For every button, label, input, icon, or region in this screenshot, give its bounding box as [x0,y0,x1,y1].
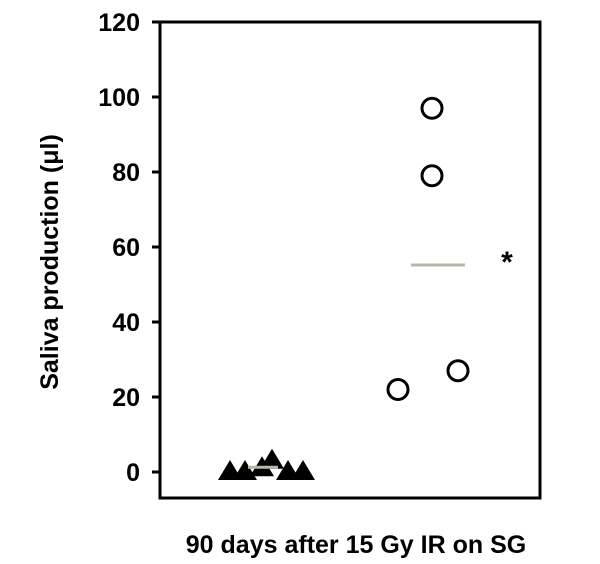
y-tick-label: 0 [126,459,140,487]
y-tick-label: 100 [98,84,140,112]
y-tick-label: 20 [112,384,140,412]
y-tick-label: 40 [112,309,140,337]
triangle-point [260,448,284,469]
y-axis-title: Saliva production (μl) [36,134,64,390]
axes [158,20,542,500]
y-tick-label: 60 [112,234,140,262]
circle-point [420,164,444,188]
circle-point [386,378,410,401]
circle-point [420,96,444,120]
triangle-point [291,460,315,480]
y-tick-label: 80 [112,159,140,187]
y-tick-label: 120 [98,9,140,37]
significance-asterisk: * [501,246,513,279]
triangle-point [233,460,257,480]
circle-point [446,359,470,383]
x-axis-title: 90 days after 15 Gy IR on SG [186,531,526,559]
data-marks [218,96,470,480]
y-ticks: 0 20 40 60 80 100 120 [98,9,160,487]
